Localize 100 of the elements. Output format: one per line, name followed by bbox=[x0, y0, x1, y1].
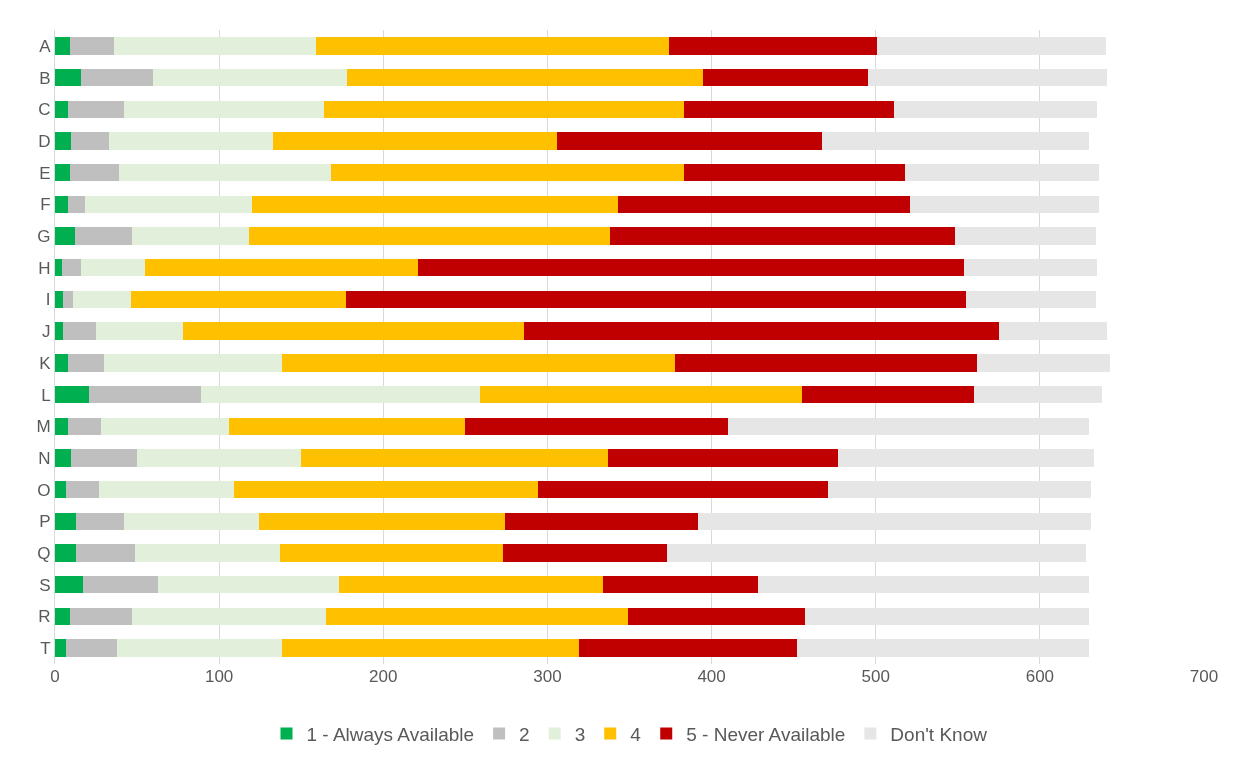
bar bbox=[964, 259, 1098, 277]
bar bbox=[675, 354, 978, 372]
bar bbox=[69, 37, 115, 55]
bar bbox=[73, 290, 131, 309]
bar bbox=[537, 480, 829, 499]
y-tick-label: S bbox=[39, 575, 51, 595]
bar bbox=[68, 195, 85, 214]
legend-label: 1 - Always Available bbox=[306, 723, 475, 745]
legend-label: 4 bbox=[630, 723, 642, 745]
bar bbox=[228, 417, 466, 435]
bar bbox=[345, 290, 966, 309]
bar bbox=[66, 480, 100, 499]
bar bbox=[104, 354, 282, 372]
bar bbox=[55, 576, 83, 594]
bar bbox=[757, 576, 1090, 594]
legend-label: 5 - Never Available bbox=[686, 723, 846, 745]
bar bbox=[158, 576, 339, 594]
bar bbox=[698, 512, 1091, 531]
y-tick-label: H bbox=[38, 258, 51, 278]
x-tick-label: 600 bbox=[1025, 667, 1055, 686]
x-tick-label: 200 bbox=[369, 667, 398, 686]
y-tick-label: G bbox=[37, 227, 51, 246]
bar bbox=[81, 259, 146, 277]
bar bbox=[279, 544, 504, 562]
bar bbox=[76, 512, 124, 531]
bar bbox=[618, 195, 911, 214]
y-tick-label: E bbox=[39, 163, 51, 183]
y-tick-label: L bbox=[41, 385, 51, 405]
bar bbox=[55, 100, 69, 118]
y-tick-label: T bbox=[40, 639, 51, 659]
bar bbox=[965, 290, 1096, 309]
bar bbox=[796, 639, 1090, 657]
x-tick-label: 400 bbox=[697, 667, 726, 686]
bar bbox=[417, 259, 965, 277]
y-tick-label: B bbox=[39, 68, 51, 88]
bar bbox=[974, 385, 1103, 404]
bar bbox=[109, 132, 274, 150]
bar bbox=[503, 544, 668, 562]
bar bbox=[668, 37, 878, 55]
bar bbox=[55, 259, 62, 277]
bar bbox=[99, 480, 234, 499]
bar bbox=[609, 227, 955, 245]
bar bbox=[55, 417, 69, 435]
y-tick-label: J bbox=[42, 322, 51, 342]
legend-label: 2 bbox=[519, 723, 530, 745]
bar bbox=[66, 639, 118, 657]
bar bbox=[55, 639, 67, 657]
y-tick-label: D bbox=[38, 131, 51, 151]
bar bbox=[183, 322, 525, 340]
bar bbox=[81, 68, 154, 87]
bar bbox=[480, 385, 802, 404]
bar bbox=[55, 163, 70, 182]
bar bbox=[325, 607, 628, 626]
bar bbox=[135, 544, 280, 562]
bar bbox=[132, 227, 249, 245]
bar bbox=[68, 354, 105, 372]
y-tick-label: K bbox=[39, 353, 52, 373]
bar bbox=[281, 354, 676, 372]
bar bbox=[338, 576, 604, 594]
bar bbox=[55, 512, 77, 531]
y-tick-label: P bbox=[39, 512, 51, 532]
bar bbox=[867, 68, 1108, 87]
legend-label: 3 bbox=[574, 723, 586, 745]
bar bbox=[330, 163, 684, 182]
bar bbox=[55, 322, 64, 340]
bar bbox=[123, 100, 325, 118]
bar bbox=[608, 449, 838, 467]
bar bbox=[63, 290, 74, 309]
bar bbox=[910, 195, 1099, 214]
bar bbox=[68, 100, 124, 118]
bar bbox=[55, 607, 70, 626]
x-tick-label: 300 bbox=[533, 667, 562, 686]
bar bbox=[132, 607, 326, 626]
bar bbox=[61, 259, 82, 277]
y-tick-label: O bbox=[37, 480, 51, 500]
bar bbox=[258, 512, 505, 531]
bar bbox=[998, 322, 1108, 340]
bar bbox=[100, 417, 229, 435]
bar bbox=[877, 37, 1106, 55]
bar bbox=[137, 449, 302, 467]
bar bbox=[55, 449, 72, 467]
bar bbox=[727, 417, 1090, 435]
bar bbox=[55, 290, 64, 309]
y-tick-label: N bbox=[38, 448, 51, 468]
bar bbox=[96, 322, 184, 340]
bar bbox=[301, 449, 609, 467]
bar bbox=[71, 449, 138, 467]
bar bbox=[55, 354, 69, 372]
y-tick-label: C bbox=[38, 100, 51, 120]
bar bbox=[233, 480, 538, 499]
bar bbox=[55, 132, 72, 150]
bar bbox=[837, 449, 1095, 467]
bar bbox=[153, 68, 348, 87]
bar bbox=[315, 37, 669, 55]
bar bbox=[828, 480, 1091, 499]
bar bbox=[347, 68, 704, 87]
bar bbox=[703, 68, 868, 87]
bar bbox=[76, 544, 136, 562]
bar bbox=[893, 100, 1098, 118]
bar bbox=[805, 607, 1090, 626]
